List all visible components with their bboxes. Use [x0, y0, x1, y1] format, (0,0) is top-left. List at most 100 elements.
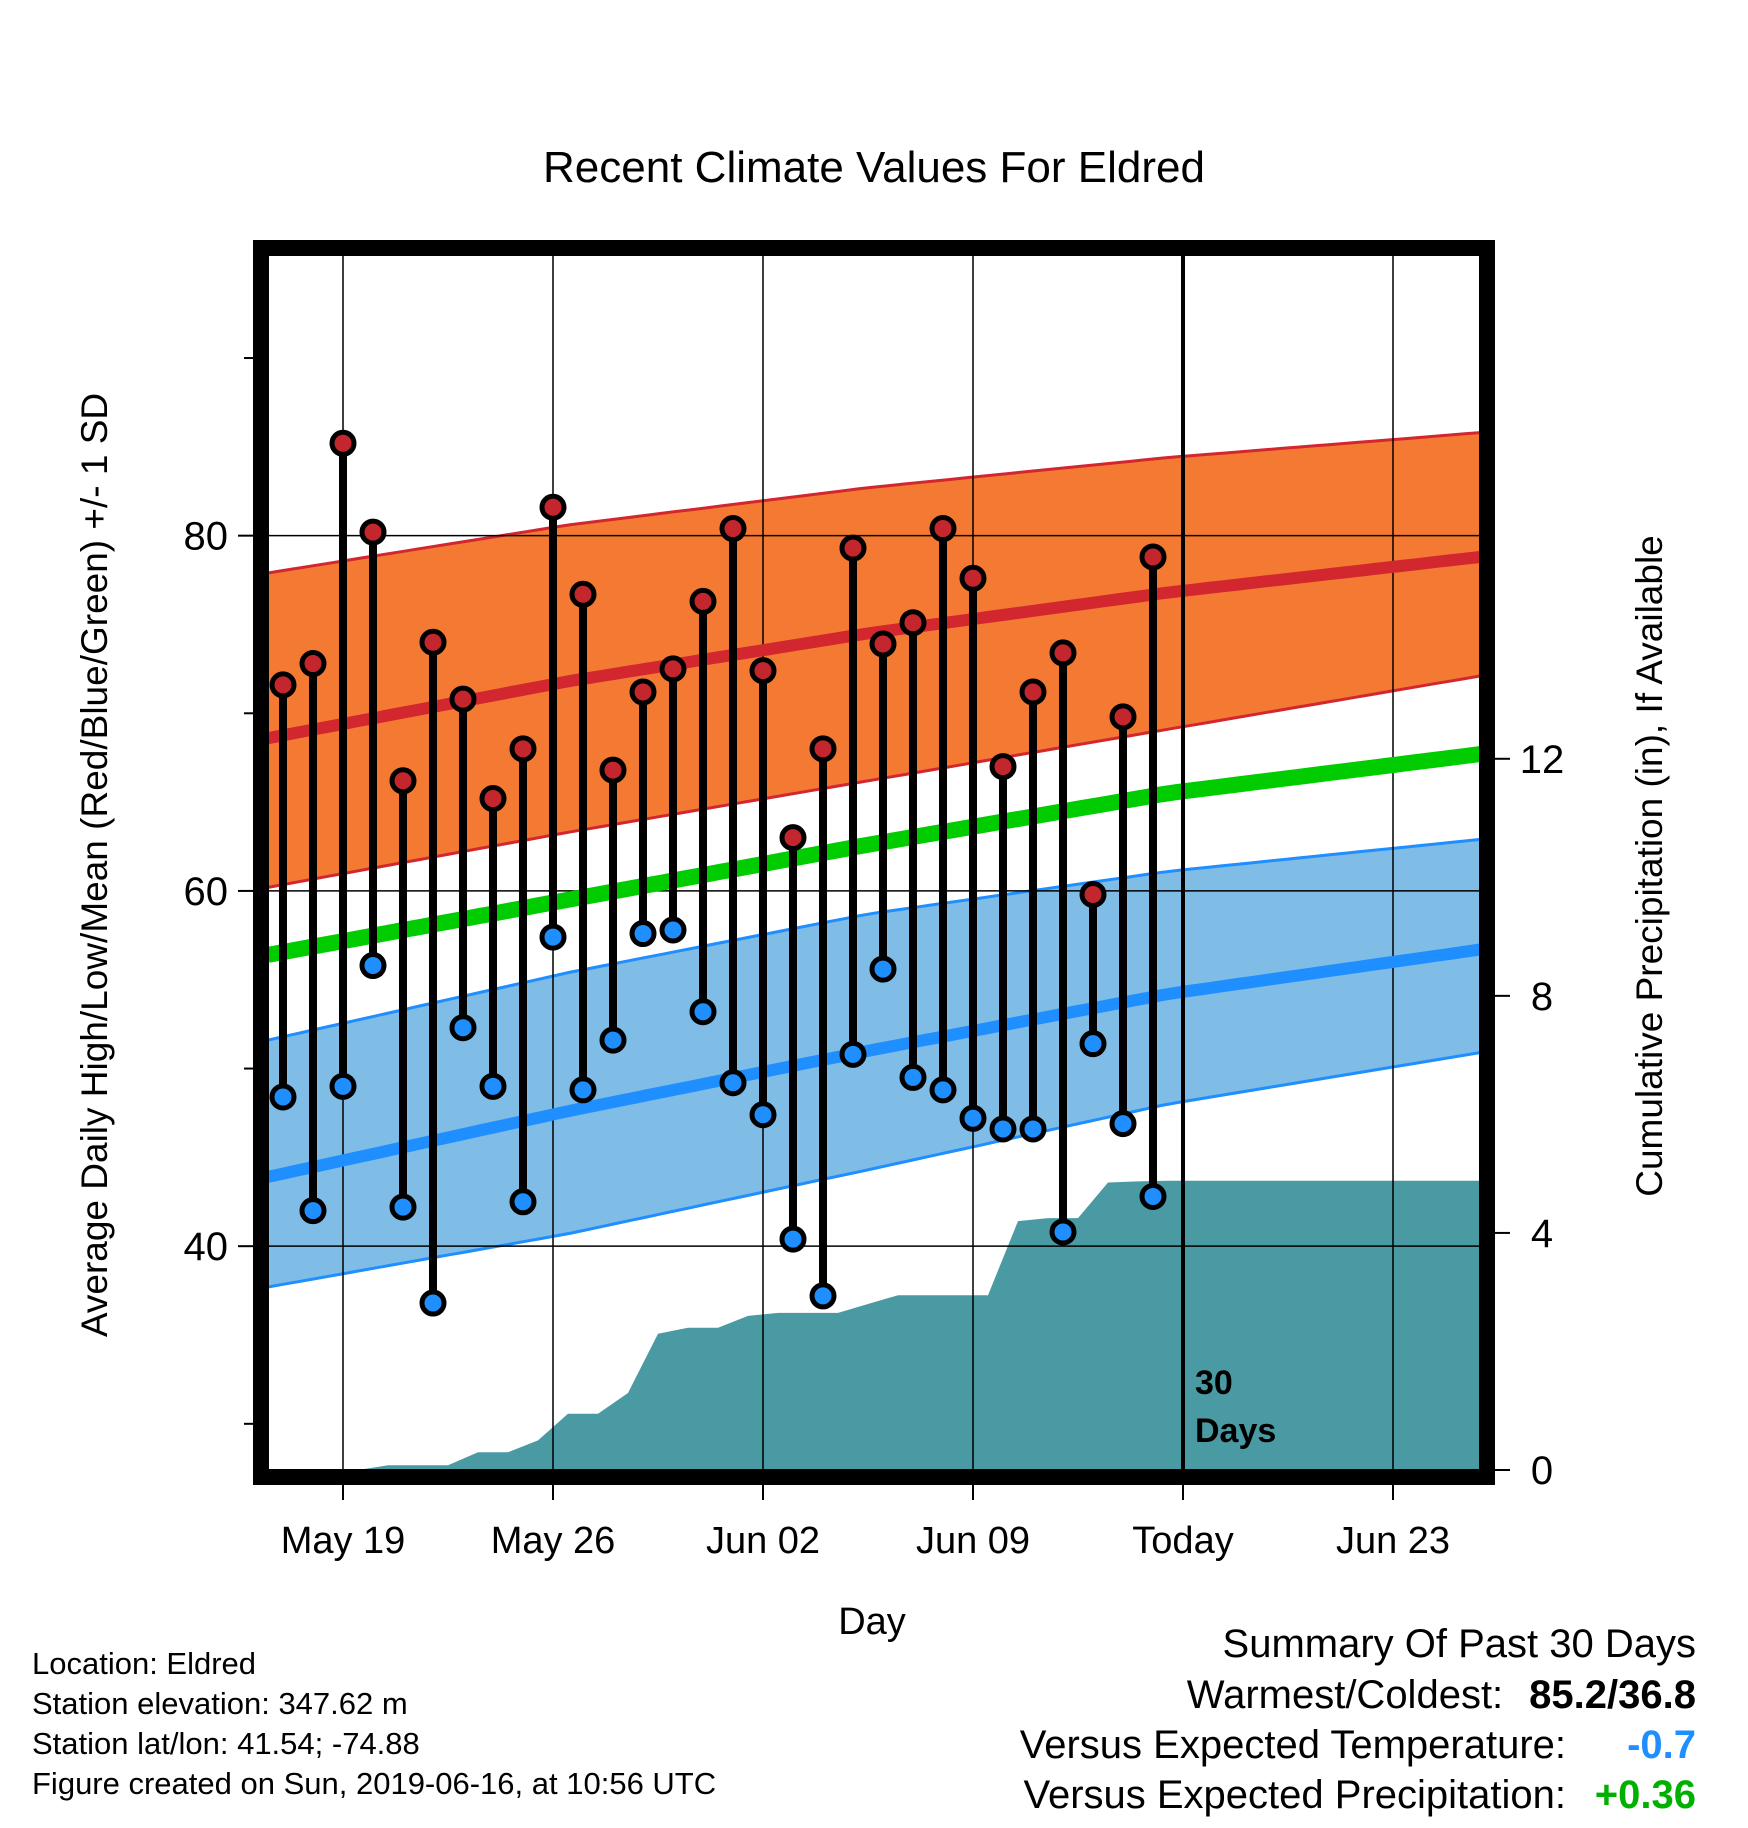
high-sd-band — [268, 432, 1480, 888]
daily-low-point — [809, 1282, 837, 1310]
daily-high-point — [1049, 639, 1077, 667]
daily-low-point — [929, 1076, 957, 1104]
daily-high-point — [1019, 678, 1047, 706]
y-axis-label-left: Average Daily High/Low/Mean (Red/Blue/Gr… — [74, 393, 115, 1337]
daily-high-point — [449, 685, 477, 713]
daily-low-point — [839, 1040, 867, 1068]
daily-high-point — [299, 650, 327, 678]
daily-low-point — [299, 1197, 327, 1225]
elevation-text: Station elevation: 347.62 m — [32, 1686, 408, 1721]
y-right-tick-label: 12 — [1520, 738, 1565, 782]
daily-high-point — [1079, 880, 1107, 908]
daily-low-point — [479, 1072, 507, 1100]
daily-low-point — [779, 1225, 807, 1253]
daily-low-point — [419, 1289, 447, 1317]
daily-high-point — [779, 824, 807, 852]
daily-high-point — [659, 655, 687, 683]
daily-low-point — [1139, 1182, 1167, 1210]
high-sd-band-lower-edge — [267, 674, 1481, 889]
y-axis-label-right: Cumulative Precipitation (in), If Availa… — [1629, 535, 1670, 1197]
daily-low-point — [539, 923, 567, 951]
latlon-text: Station lat/lon: 41.54; -74.88 — [32, 1726, 420, 1761]
daily-high-point — [689, 587, 717, 615]
high-sd-band-upper-edge — [267, 431, 1481, 575]
daily-high-point — [329, 429, 357, 457]
x-tick-label: Jun 09 — [916, 1520, 1030, 1562]
mean-normal-line — [266, 746, 1481, 963]
y-tick-label: 60 — [184, 870, 229, 914]
daily-low-point — [959, 1104, 987, 1132]
y-right-tick-label: 0 — [1531, 1449, 1553, 1493]
chart-title: Recent Climate Values For Eldred — [543, 143, 1205, 192]
daily-low-point — [359, 952, 387, 980]
precip-area — [268, 1180, 1480, 1470]
daily-low-point — [719, 1069, 747, 1097]
summary-panel: Summary Of Past 30 Days Warmest/Coldest:… — [1020, 1618, 1696, 1820]
cumulative-precip-area — [268, 1180, 1480, 1470]
daily-high-point — [389, 767, 417, 795]
daily-low-point — [749, 1101, 777, 1129]
daily-low-point — [509, 1188, 537, 1216]
daily-high-point — [479, 785, 507, 813]
warmest-coldest-label: Warmest/Coldest: — [1186, 1673, 1504, 1717]
daily-high-point — [269, 671, 297, 699]
daily-low-point — [389, 1193, 417, 1221]
x-tick-label: Jun 23 — [1336, 1520, 1450, 1562]
precip-anomaly-row: Versus Expected Precipitation: +0.36 — [1020, 1770, 1696, 1820]
daily-high-point — [719, 515, 747, 543]
warmest-coldest-value: 85.2/36.8 — [1529, 1673, 1696, 1717]
location-text: Location: Eldred — [32, 1646, 257, 1681]
x-tick-label: May 19 — [281, 1520, 406, 1562]
daily-low-point — [329, 1072, 357, 1100]
precip-anomaly-value: +0.36 — [1594, 1773, 1696, 1817]
precip-anomaly-label: Versus Expected Precipitation: — [1023, 1773, 1566, 1817]
y-tick-label: 40 — [184, 1225, 229, 1269]
daily-low-point — [1079, 1030, 1107, 1058]
low-normal-line — [266, 943, 1481, 1183]
daily-high-point — [989, 753, 1017, 781]
x-tick-label: Today — [1132, 1520, 1233, 1562]
daily-high-point — [629, 678, 657, 706]
daily-high-point — [959, 564, 987, 592]
daily-high-point — [1109, 703, 1137, 731]
y-right-tick-label: 8 — [1531, 975, 1553, 1019]
x-tick-label: Jun 02 — [706, 1520, 820, 1562]
daily-high-point — [419, 628, 447, 656]
daily-low-point — [689, 998, 717, 1026]
daily-range-stems — [279, 443, 1157, 1304]
normal-bands — [267, 431, 1481, 1289]
daily-low-point — [569, 1076, 597, 1104]
daily-high-point — [599, 756, 627, 784]
x-tick-label: May 26 — [491, 1520, 616, 1562]
daily-low-point — [659, 916, 687, 944]
temp-anomaly-value: -0.7 — [1627, 1723, 1696, 1767]
x-axis-label: Day — [838, 1601, 906, 1643]
created-text: Figure created on Sun, 2019-06-16, at 10… — [32, 1766, 717, 1801]
daily-low-point — [869, 955, 897, 983]
daily-high-point — [929, 515, 957, 543]
today-days-label-2: Days — [1195, 1412, 1276, 1450]
daily-low-point — [1109, 1110, 1137, 1138]
daily-high-point — [359, 518, 387, 546]
low-sd-band-upper-edge — [267, 837, 1481, 1042]
station-info: Location: Eldred Station elevation: 347.… — [32, 1644, 716, 1804]
plot-border — [253, 240, 1495, 1485]
daily-high-point — [809, 735, 837, 763]
daily-low-point — [629, 920, 657, 948]
daily-high-point — [749, 657, 777, 685]
daily-low-point — [449, 1014, 477, 1042]
daily-low-point — [599, 1026, 627, 1054]
y-tick-label: 80 — [184, 515, 229, 559]
daily-low-point — [1019, 1115, 1047, 1143]
daily-high-point — [1139, 543, 1167, 571]
daily-low-point — [1049, 1218, 1077, 1246]
daily-points — [269, 429, 1167, 1317]
daily-high-point — [539, 493, 567, 521]
daily-low-point — [989, 1115, 1017, 1143]
daily-low-point — [899, 1063, 927, 1091]
low-sd-band — [268, 839, 1480, 1287]
daily-high-point — [839, 534, 867, 562]
daily-high-point — [509, 735, 537, 763]
temp-anomaly-row: Versus Expected Temperature: -0.7 — [1020, 1720, 1696, 1770]
